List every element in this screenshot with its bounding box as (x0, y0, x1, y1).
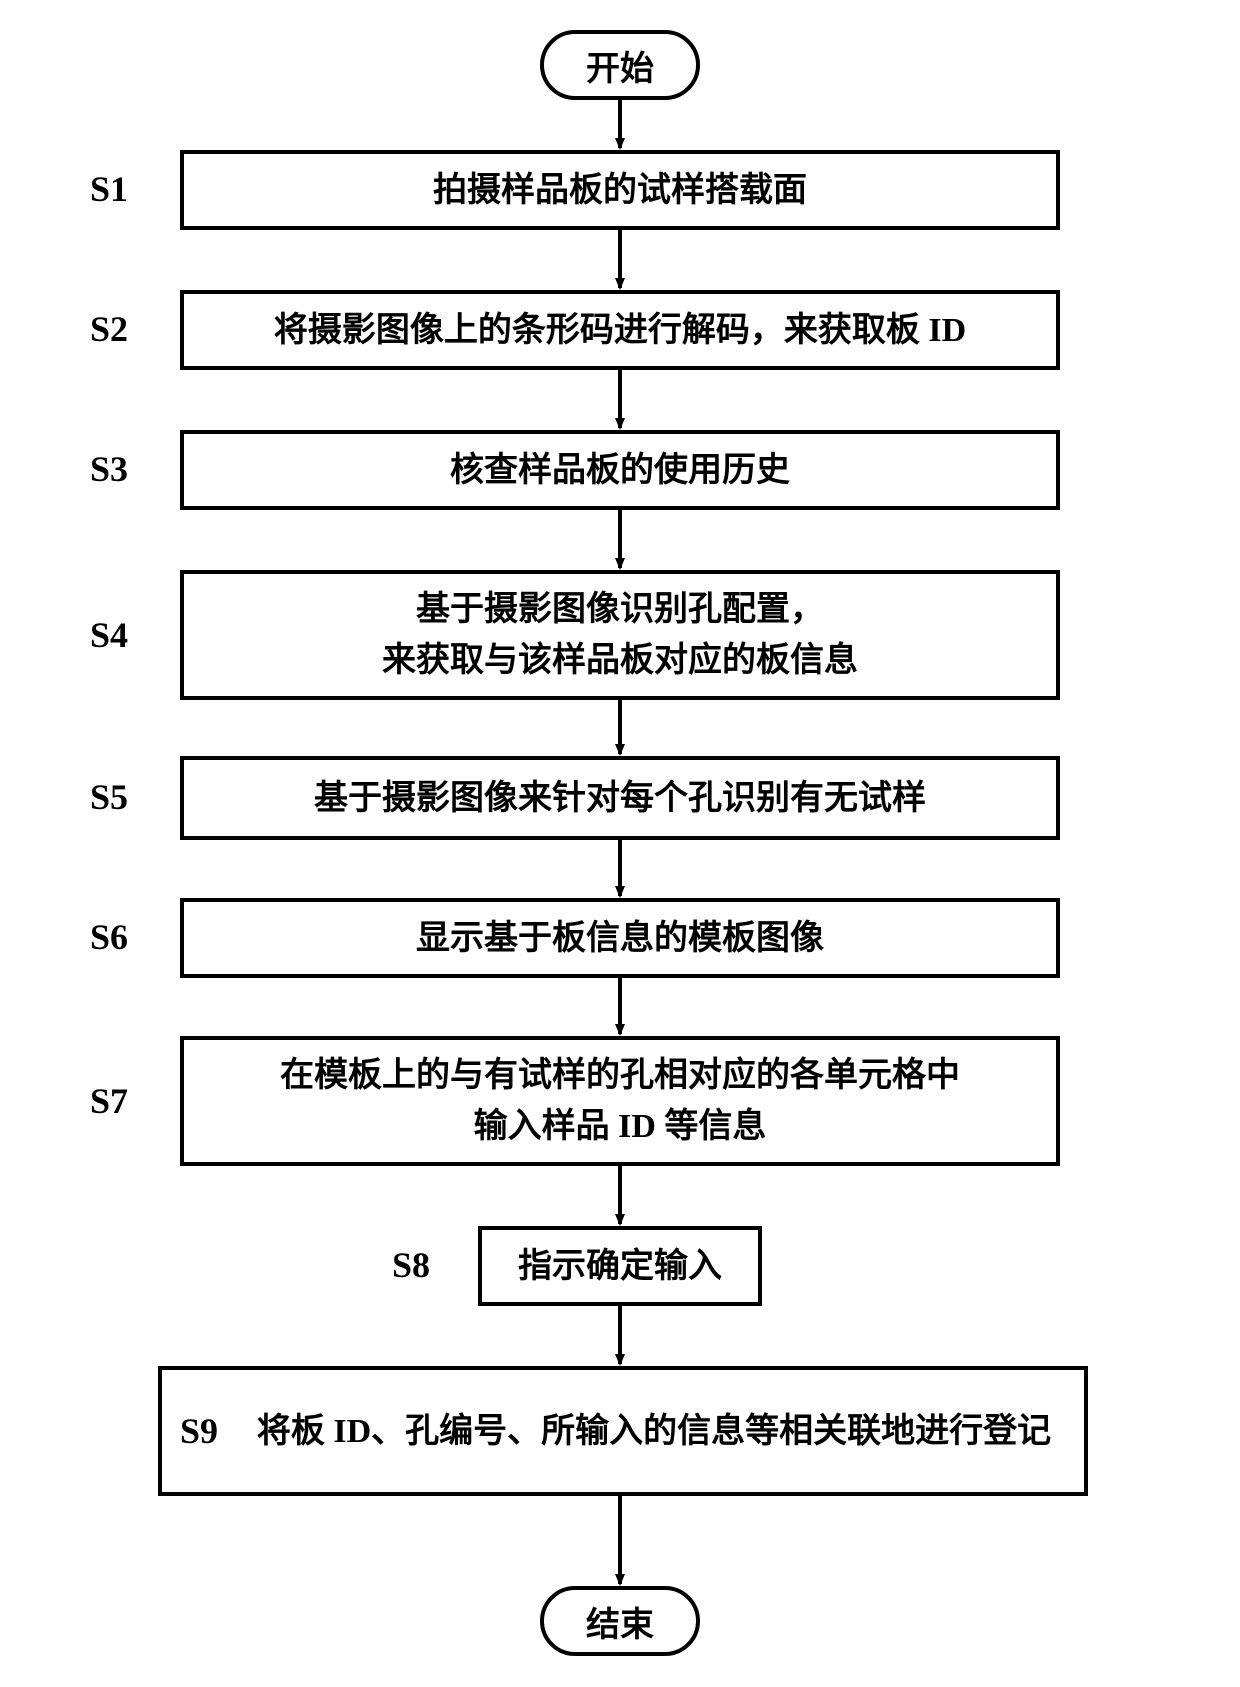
step-text-s4: 基于摄影图像识别孔配置， 来获取与该样品板对应的板信息 (382, 584, 858, 686)
end-label: 结束 (586, 1597, 654, 1646)
step-box-s7: 在模板上的与有试样的孔相对应的各单元格中 输入样品 ID 等信息 (180, 1036, 1060, 1166)
step-label-s8: S8 (392, 1244, 430, 1286)
step-box-s6: 显示基于板信息的模板图像 (180, 898, 1060, 978)
step-text-s7: 在模板上的与有试样的孔相对应的各单元格中 输入样品 ID 等信息 (280, 1050, 960, 1152)
step-label-s6: S6 (90, 916, 128, 958)
start-label: 开始 (586, 41, 654, 90)
step-box-s4: 基于摄影图像识别孔配置， 来获取与该样品板对应的板信息 (180, 570, 1060, 700)
step-text-s5: 基于摄影图像来针对每个孔识别有无试样 (314, 773, 926, 824)
end-terminator: 结束 (540, 1586, 700, 1656)
step-label-s7: S7 (90, 1080, 128, 1122)
step-label-s2: S2 (90, 308, 128, 350)
step-label-s9: S9 (180, 1404, 218, 1458)
step-text-s6: 显示基于板信息的模板图像 (416, 913, 824, 964)
step-text-s9: 将板 ID、孔编号、所输入的信息等相关联地进行登记 (242, 1406, 1066, 1457)
step-box-s2: 将摄影图像上的条形码进行解码，来获取板 ID (180, 290, 1060, 370)
step-label-s5: S5 (90, 776, 128, 818)
step-box-s3: 核查样品板的使用历史 (180, 430, 1060, 510)
step-box-s9: S9 将板 ID、孔编号、所输入的信息等相关联地进行登记 (158, 1366, 1088, 1496)
step-text-s2: 将摄影图像上的条形码进行解码，来获取板 ID (274, 305, 966, 356)
step-box-s1: 拍摄样品板的试样搭载面 (180, 150, 1060, 230)
start-terminator: 开始 (540, 30, 700, 100)
flowchart-canvas: 开始 S1 拍摄样品板的试样搭载面 S2 将摄影图像上的条形码进行解码，来获取板… (0, 0, 1240, 1687)
step-text-s1: 拍摄样品板的试样搭载面 (433, 165, 807, 216)
step-label-s4: S4 (90, 614, 128, 656)
step-box-s5: 基于摄影图像来针对每个孔识别有无试样 (180, 756, 1060, 840)
step-text-s3: 核查样品板的使用历史 (450, 445, 790, 496)
step-label-s1: S1 (90, 168, 128, 210)
step-box-s8: 指示确定输入 (478, 1226, 762, 1306)
step-label-s3: S3 (90, 448, 128, 490)
step-text-s8: 指示确定输入 (518, 1241, 722, 1292)
